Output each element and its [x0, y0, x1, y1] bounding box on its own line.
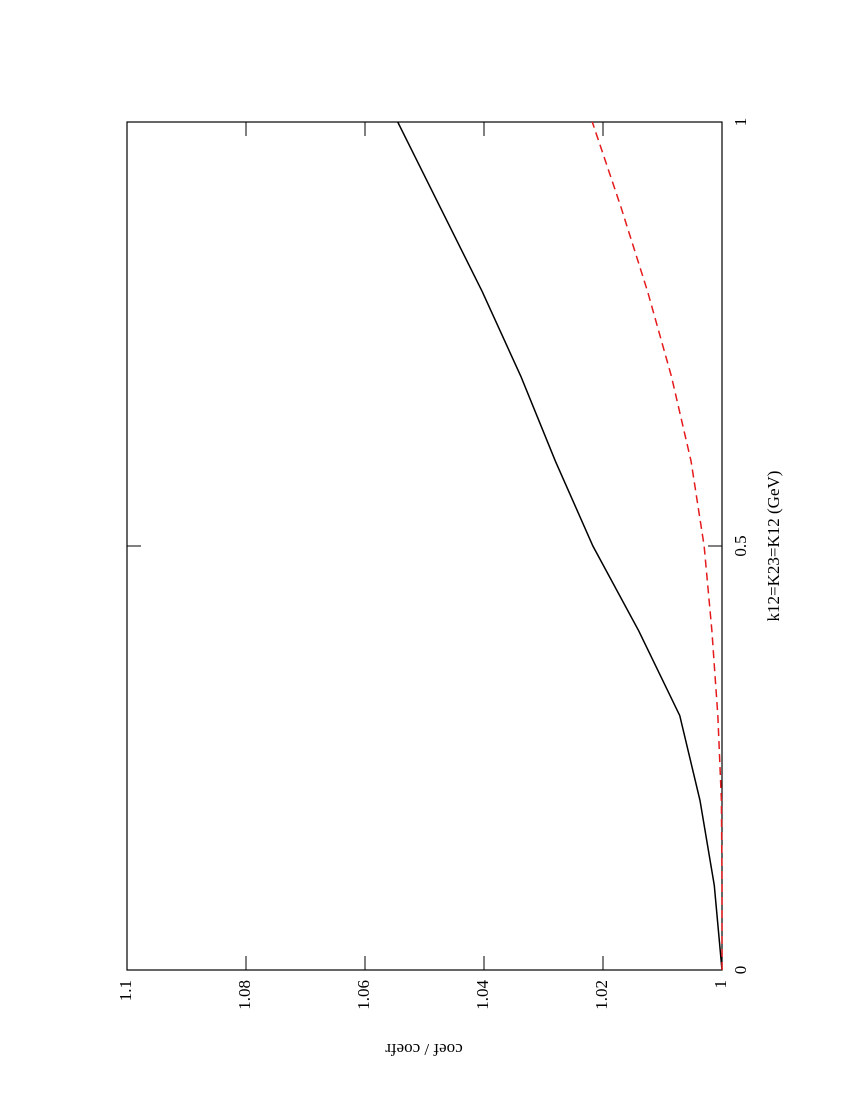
series-line — [591, 121, 723, 970]
x-tick-label: 0.5 — [731, 535, 750, 556]
plot-area: k12=K23=K12 (GeV) coef / coefr 0 0.5 1 1 1.0… — [116, 118, 783, 1059]
y-tick-label: 1.04 — [473, 980, 492, 1010]
y-tick-label: 1.02 — [592, 980, 611, 1010]
x-axis-label: k12=K23=K12 (GeV) — [764, 471, 783, 622]
y-tick-label: 1.08 — [235, 980, 254, 1010]
x-tick-label: 0 — [731, 966, 750, 975]
x-tick-label: 1 — [731, 118, 750, 127]
y-axis-label: coef / coefr — [385, 1040, 463, 1059]
plot-frame — [126, 121, 723, 971]
y-tick-label: 1.06 — [354, 980, 373, 1010]
series-line — [397, 121, 723, 971]
y-tick-label: 1 — [711, 980, 730, 989]
y-tick-label: 1.1 — [116, 980, 135, 1001]
